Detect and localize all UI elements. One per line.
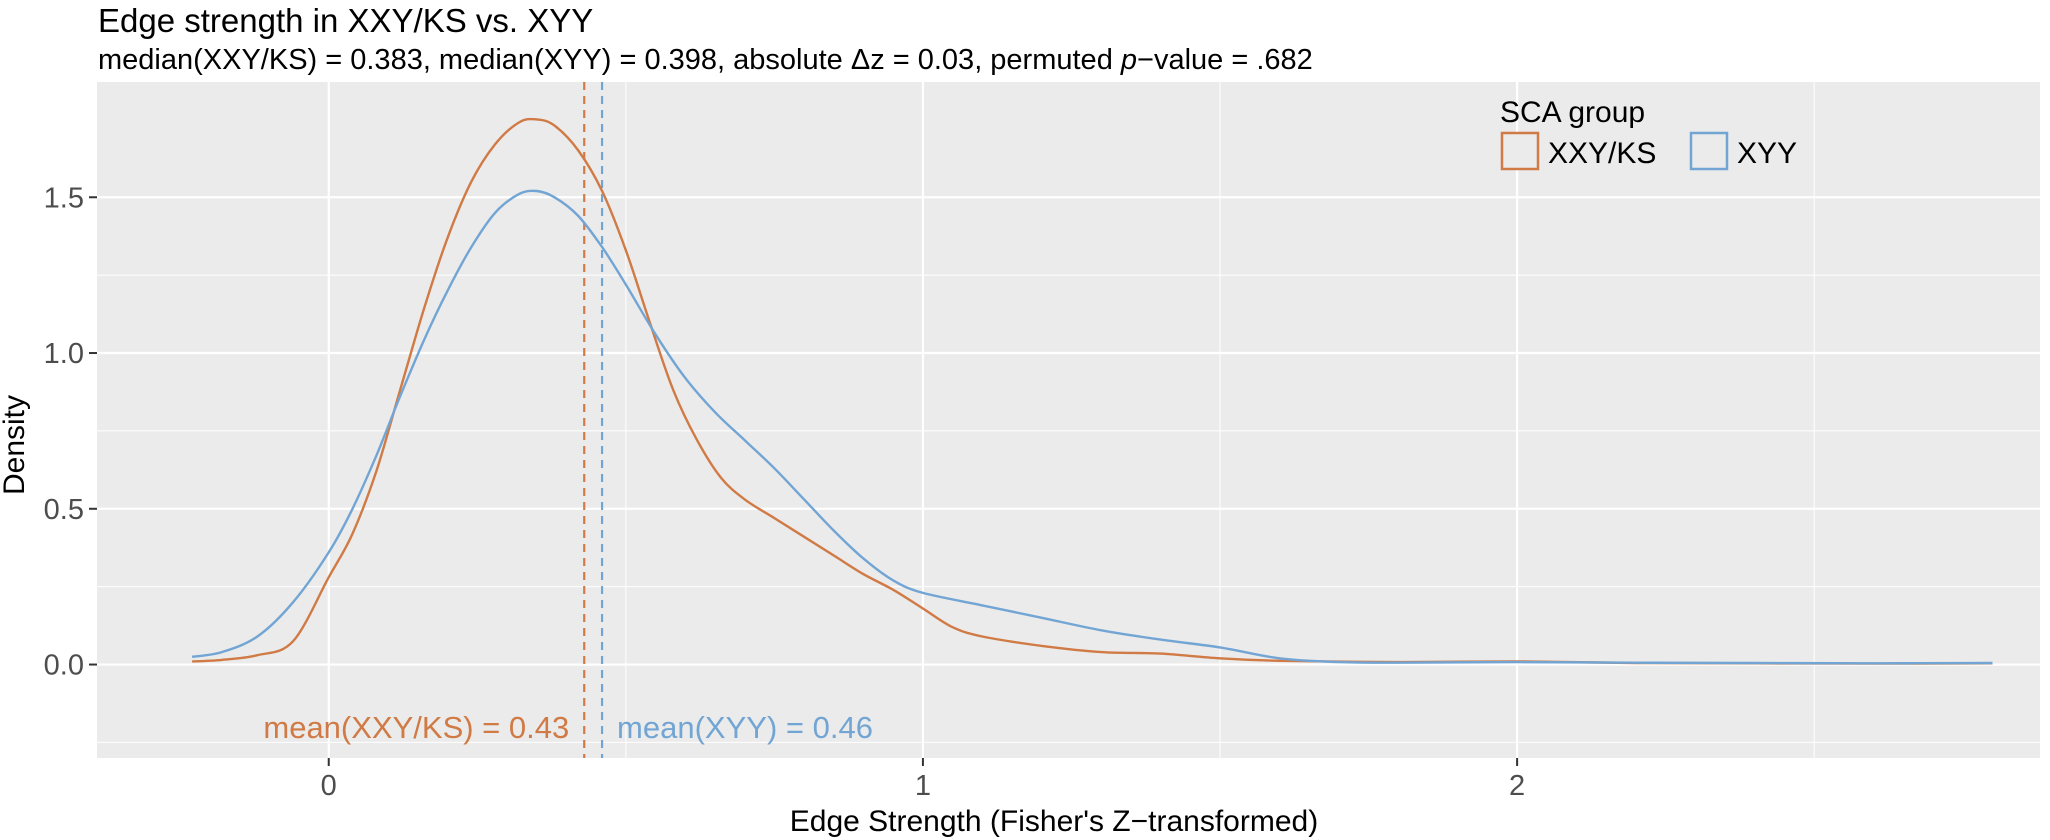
plot-panel <box>97 82 2040 758</box>
legend-label-xyy: XYY <box>1737 137 1797 170</box>
subtitle-p-value: −value = .682 <box>1137 44 1313 76</box>
y-tick-label: 1.5 <box>44 182 84 214</box>
y-tick-label: 0.0 <box>44 650 84 682</box>
x-tick-label: 0 <box>321 770 337 802</box>
y-tick-label: 0.5 <box>44 494 84 526</box>
chart-title: Edge strength in XXY/KS vs. XYY <box>98 2 594 39</box>
legend-key-xxy-ks <box>1500 131 1540 171</box>
subtitle-text: median(XXY/KS) = 0.383, median(XYY) = 0.… <box>98 44 1121 76</box>
axes: 0 1 2 0.0 0.5 1.0 1.5 <box>44 182 1526 802</box>
subtitle-p-italic: p <box>1120 44 1138 76</box>
x-tick-label: 2 <box>1509 770 1525 802</box>
mean-label-xxy-ks: mean(XXY/KS) = 0.43 <box>263 710 569 745</box>
x-axis-title: Edge Strength (Fisher's Z−transformed) <box>790 805 1318 838</box>
chart-subtitle: median(XXY/KS) = 0.383, median(XYY) = 0.… <box>98 44 1313 77</box>
grid-lines <box>97 82 2040 758</box>
legend: SCA group XXY/KS XYY <box>1500 96 1797 171</box>
density-curve-xyy <box>191 189 1993 665</box>
x-tick-label: 1 <box>915 770 931 802</box>
y-axis-title: Density <box>0 395 31 495</box>
density-curves <box>191 117 1993 665</box>
y-tick-label: 1.0 <box>44 338 84 370</box>
mean-label-xyy: mean(XYY) = 0.46 <box>617 710 873 745</box>
legend-key-xyy <box>1689 131 1729 171</box>
mean-lines: mean(XXY/KS) = 0.43 mean(XYY) = 0.46 <box>263 82 873 758</box>
legend-label-xxy-ks: XXY/KS <box>1548 137 1656 170</box>
legend-title: SCA group <box>1500 96 1645 129</box>
